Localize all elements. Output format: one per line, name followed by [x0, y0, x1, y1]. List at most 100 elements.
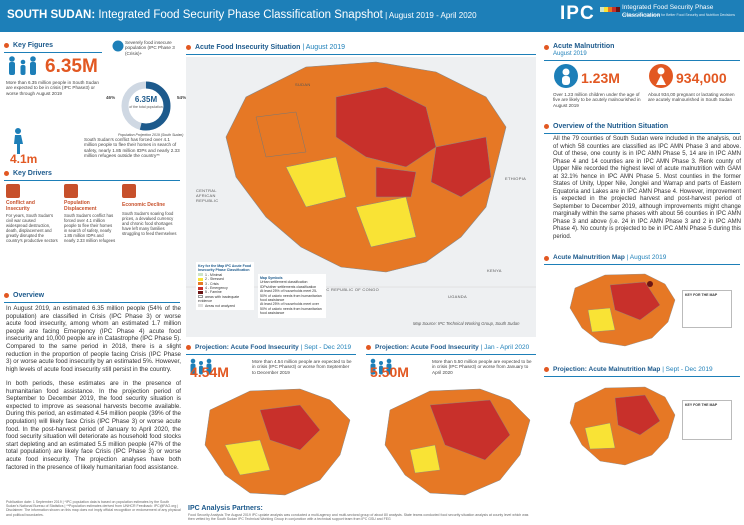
divider — [544, 133, 740, 134]
malnutrition-period: August 2019 — [553, 51, 587, 57]
projection-1-map — [204, 388, 351, 496]
projection-1-title: Projection: Acute Food Insecurity | Sept… — [195, 344, 352, 351]
ipc-full-name: Integrated Food Security Phase Classific… — [622, 4, 714, 19]
ipc-subtitle: Evidence and Standards for Better Food S… — [622, 13, 736, 17]
key-figures-title: Key Figures — [13, 42, 54, 49]
population-donut-chart — [121, 81, 171, 131]
divider — [4, 52, 102, 53]
section-dot-icon — [4, 43, 9, 48]
partners-title: IPC Analysis Partners: — [188, 505, 263, 512]
page-title: SOUTH SUDAN: Integrated Food Security Ph… — [7, 9, 477, 21]
donut-title: Severely food insecure population (IPC P… — [125, 40, 175, 56]
donut-value: 6.35M — [134, 95, 158, 104]
key-drivers-title: Key Drivers — [13, 170, 52, 177]
ipc-logo: IPC — [560, 3, 595, 24]
map-label-ethiopia: ETHIOPIA — [505, 176, 527, 181]
malnutrition-map — [569, 273, 676, 347]
main-map-key: Key for the Map IPC Acute Food Insecurit… — [196, 262, 254, 311]
map-label-drc: DEMOCRATIC REPUBLIC OF CONGO — [300, 287, 379, 292]
divider — [544, 264, 740, 265]
donut-share — [121, 81, 171, 131]
projection-1-value: 4.54M — [190, 364, 229, 380]
conflict-icon — [6, 184, 20, 198]
nutrition-overview-text: All the 79 counties of South Sudan were … — [553, 136, 741, 240]
projection-2-title: Projection: Acute Food Insecurity | Jan … — [375, 344, 530, 351]
legend-item: 5 - Famine — [198, 290, 252, 294]
section-dot-icon — [4, 293, 9, 298]
driver-title: Economic Decline — [122, 202, 166, 208]
donut-caption: Population Projection 2019 (South Sudan) — [118, 133, 184, 137]
malnutrition-projection-title: Projection: Acute Malnutrition Map | Sep… — [553, 366, 713, 373]
divider — [366, 354, 536, 355]
children-value: 1.23M — [581, 70, 620, 86]
malnutrition-projection-map — [569, 386, 676, 466]
projection-2-value: 5.50M — [370, 364, 409, 380]
map-source: Map Source: IPC Technical Working Group,… — [413, 321, 520, 326]
people-icon — [9, 56, 36, 75]
main-map-symbols: Map Symbols Urban settlement classificat… — [258, 274, 326, 318]
divider — [544, 376, 740, 377]
legend-item: areas with inadequate evidence — [198, 294, 240, 304]
key-figure-text: More than 6.35 million people in South S… — [6, 80, 99, 96]
divider — [4, 180, 180, 181]
displaced-value: 4.1m — [10, 152, 38, 166]
overview-title: Overview — [13, 292, 45, 299]
driver-text: For years, South Sudan's civil war cause… — [6, 213, 58, 243]
map-label-kenya: KENYA — [487, 268, 502, 273]
divider — [186, 54, 536, 55]
women-value: 934,000 — [676, 70, 727, 86]
malnutrition-projection-key: KEY FOR THE MAP — [682, 400, 732, 440]
displacement-icon — [64, 184, 78, 198]
legend-item: 3 - Crisis — [198, 282, 252, 286]
walking-person-icon — [14, 128, 23, 154]
food-basket-icon — [112, 40, 124, 52]
driver-text: South Sudan's soaring food prices, a dev… — [122, 211, 177, 236]
malnutrition-map-title: Acute Malnutrition Map | August 2019 — [553, 254, 667, 261]
legend-item: 4 - Emergency — [198, 286, 252, 290]
main-map-title: Acute Food Insecurity Situation | August… — [195, 44, 346, 51]
main-map — [186, 61, 536, 288]
child-icon — [554, 64, 578, 88]
section-dot-icon — [544, 45, 549, 50]
driver-title: Conflict and Insecurity — [6, 200, 35, 212]
people-icon — [190, 358, 212, 375]
people-icon — [370, 358, 392, 375]
projection-2-map — [384, 388, 531, 496]
section-dot-icon — [544, 256, 549, 261]
divider — [4, 302, 180, 303]
divider — [186, 354, 356, 355]
nutrition-overview-title: Overview of the Nutrition Situation — [553, 123, 669, 130]
legend-item: 2 - Stressed — [198, 277, 252, 281]
section-dot-icon — [544, 367, 549, 372]
displaced-text: South Sudan's conflict has forced over 4… — [84, 137, 180, 159]
section-dot-icon — [186, 345, 191, 350]
malnutrition-map-key: KEY FOR THE MAP — [682, 290, 732, 328]
driver-title: Population Displacement — [64, 200, 97, 212]
projection-1-text: More than 4.54 million people are expect… — [252, 359, 352, 375]
map-label-uganda: UGANDA — [448, 294, 467, 299]
section-dot-icon — [4, 171, 9, 176]
economic-decline-icon — [122, 184, 136, 198]
legend-item: 1 - Minimal — [198, 273, 252, 277]
woman-icon — [649, 64, 673, 88]
legend-item: Areas not analyzed — [198, 304, 252, 308]
partners-text: Food Security Analysis The August 2019 I… — [188, 513, 529, 522]
divider — [544, 60, 740, 61]
section-dot-icon — [544, 124, 549, 129]
donut-right-pct: 54% — [177, 95, 187, 100]
section-dot-icon — [186, 45, 191, 50]
header-bar: SOUTH SUDAN: Integrated Food Security Ph… — [0, 0, 744, 32]
key-figure-headline: 6.35M — [45, 56, 98, 77]
donut-left-pct: 46% — [106, 95, 116, 100]
malnutrition-title: Acute Malnutrition — [553, 43, 615, 50]
map-label-sudan: SUDAN — [295, 82, 311, 87]
overview-paragraph-1: In August 2019, an estimated 6.35 millio… — [6, 305, 181, 373]
section-dot-icon — [366, 345, 371, 350]
main-map-key-title: Key for the Map IPC Acute Food Insecurit… — [198, 264, 252, 273]
map-label-car: CENTRAL AFRICAN REPUBLIC — [196, 188, 219, 203]
children-text: Over 1.23 million children under the age… — [553, 92, 641, 108]
overview-paragraph-2: In both periods, these estimates are in … — [6, 380, 181, 471]
donut-sub: of the total population — [129, 105, 163, 109]
ipc-phase-bars — [600, 7, 620, 12]
women-text: About 934,00 pregnant or lactating women… — [648, 92, 735, 103]
